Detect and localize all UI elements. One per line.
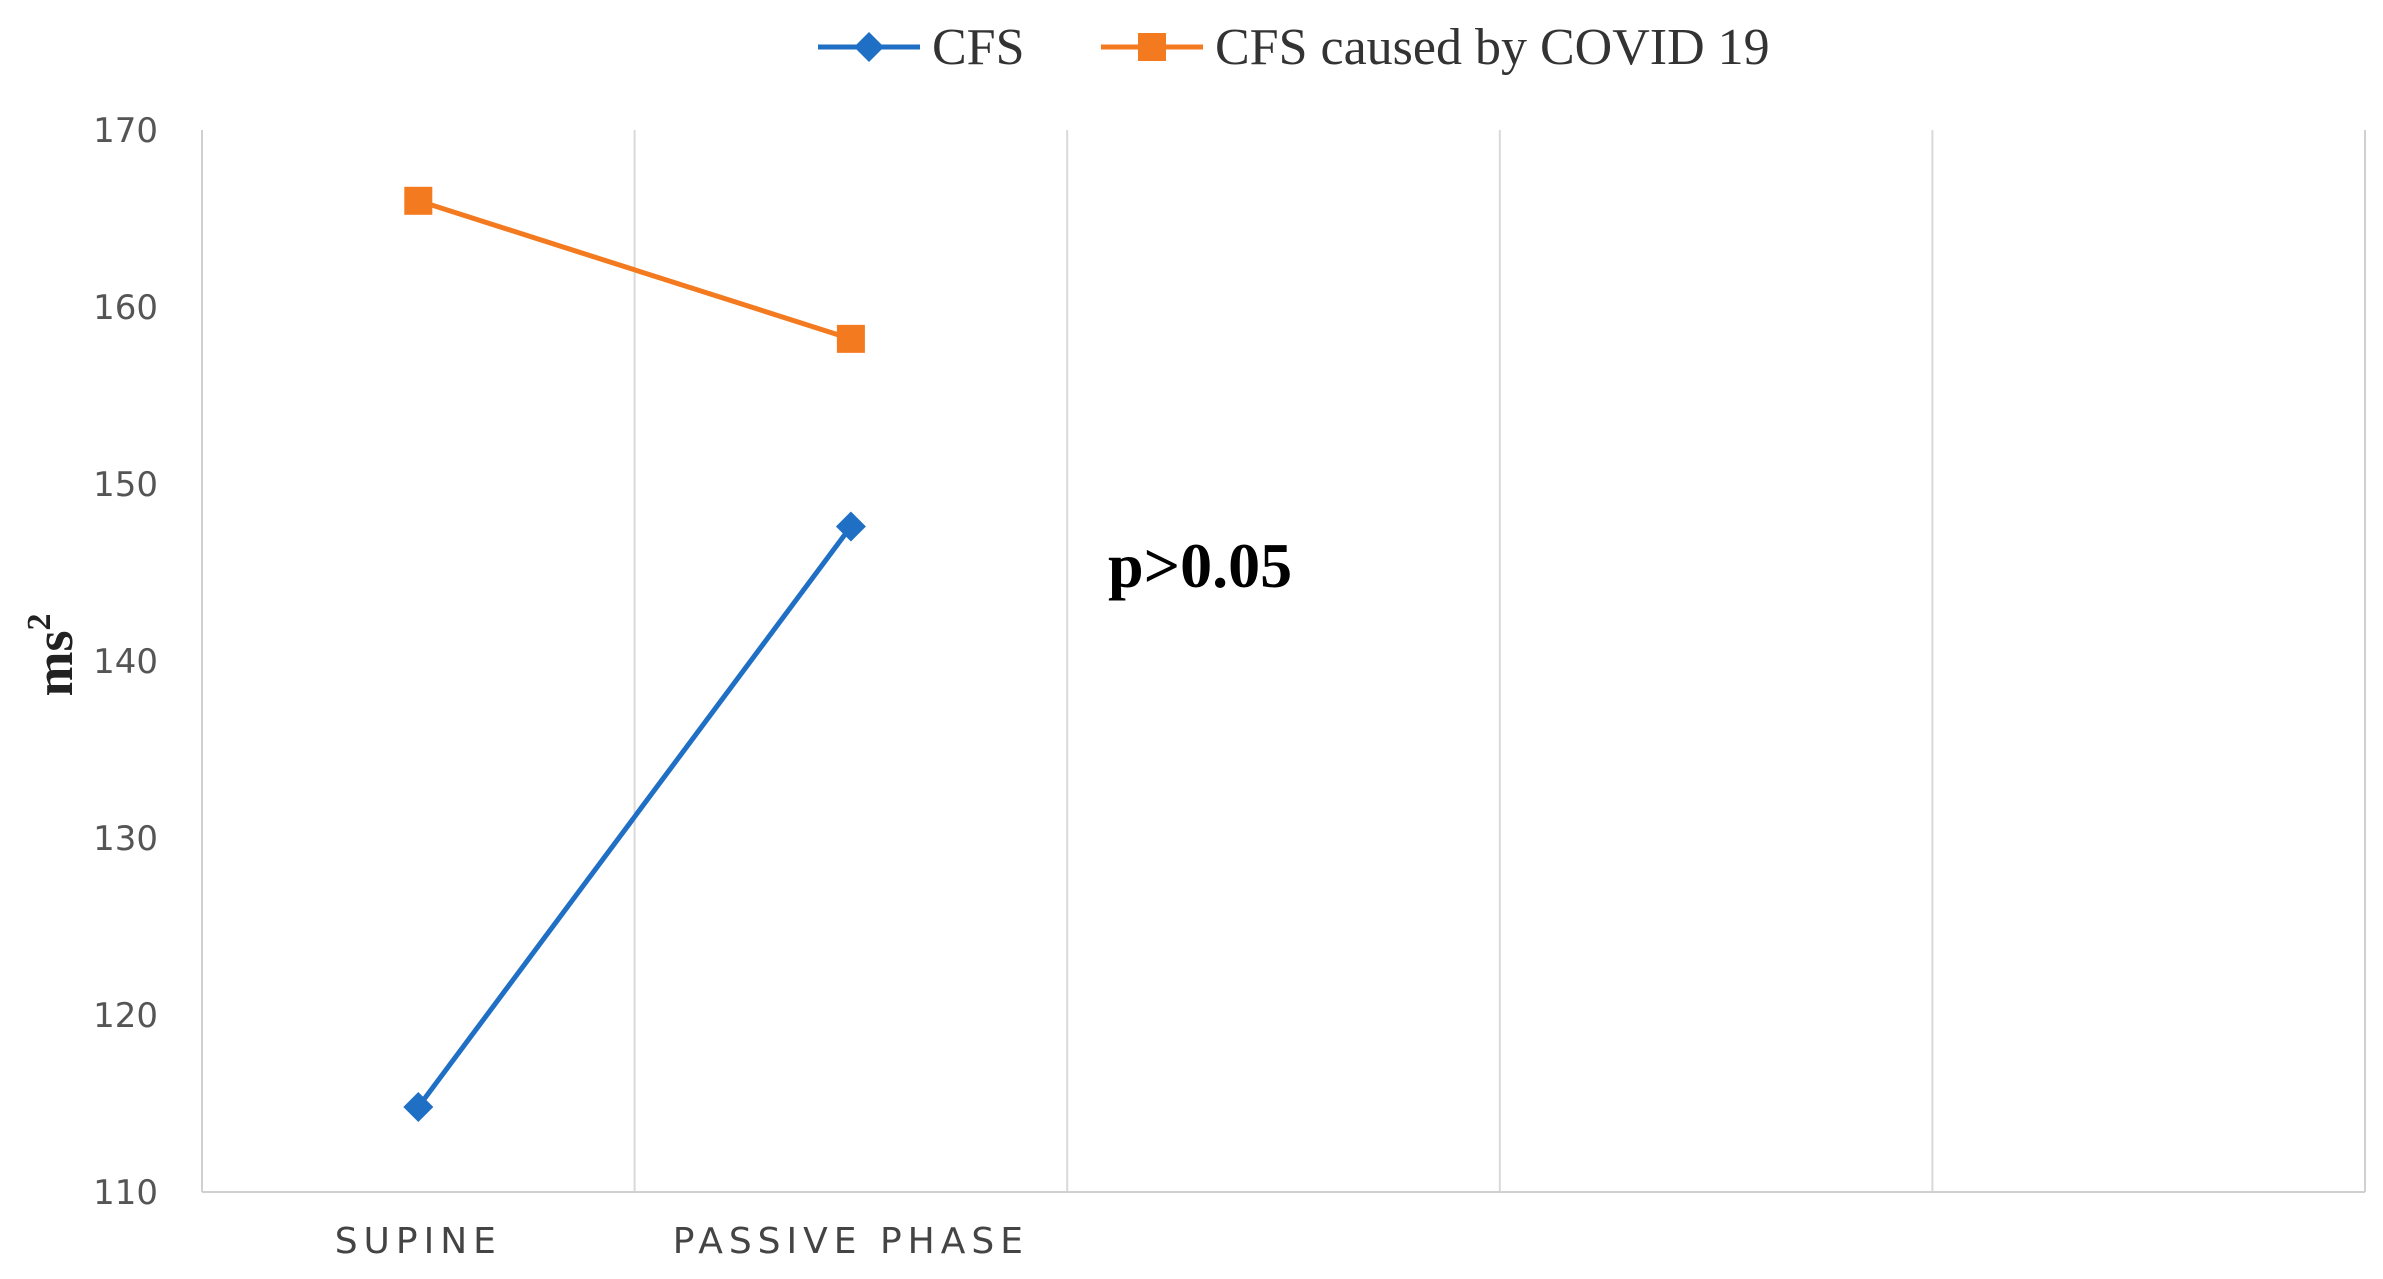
data-point [403,1092,434,1123]
legend-label: CFS [932,19,1025,76]
legend-marker [854,32,884,62]
legend-item: CFS [818,19,1025,76]
y-tick-label: 120 [93,996,158,1036]
legend-item: CFS caused by COVID 19 [1101,19,1770,76]
x-axis-categories: SUPINE PASSIVE PHASE [335,1221,1029,1262]
legend-label: CFS caused by COVID 19 [1215,19,1770,76]
y-axis-label-superscript: 2 [21,614,58,631]
legend: CFS CFS caused by COVID 19 [818,19,1770,76]
x-category-label: PASSIVE PHASE [673,1221,1029,1262]
y-axis-title: ms2 [21,614,84,697]
y-tick-label: 140 [93,642,158,682]
x-category-label: SUPINE [335,1221,502,1262]
legend-marker [1138,33,1166,61]
y-tick-label: 130 [93,819,158,859]
y-axis-ticks: 110 120 130 140 150 160 170 [93,111,158,1213]
data-point [836,324,865,353]
vertical-gridlines [633,130,1934,1192]
series-group [403,186,866,1123]
y-tick-label: 110 [93,1173,158,1213]
series-cfs-caused-by-covid-19 [404,186,865,353]
svg-text:ms2: ms2 [21,614,84,697]
axes [201,130,2366,1193]
data-point [835,511,866,542]
series-cfs [403,511,866,1123]
data-point [404,186,433,215]
series-line [416,524,853,1109]
y-tick-label: 150 [93,465,158,505]
y-axis-label: ms [24,631,84,697]
series-line [417,198,852,342]
y-tick-label: 160 [93,288,158,328]
p-value-annotation: p>0.05 [1108,530,1292,601]
y-tick-label: 170 [93,111,158,151]
